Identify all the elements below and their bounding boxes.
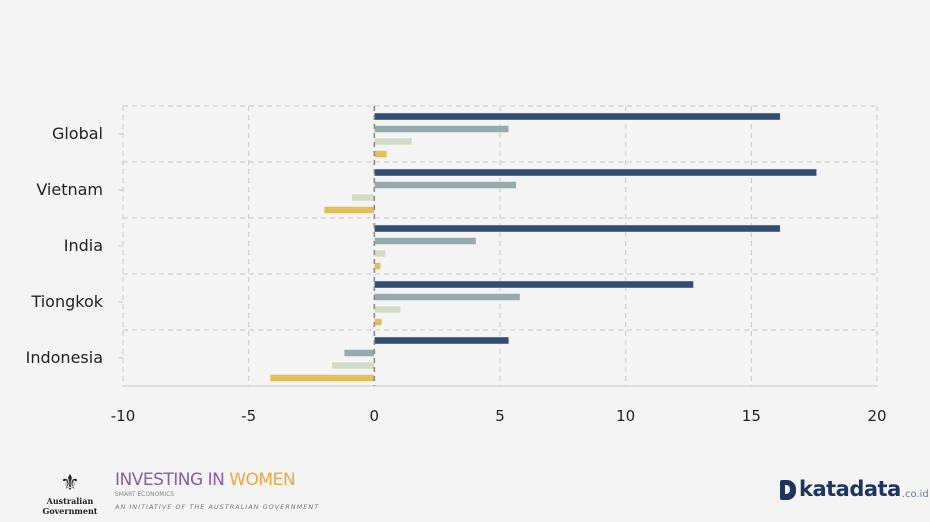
katadata-text: katadata	[799, 477, 901, 501]
x-tick-label: 0	[370, 407, 380, 425]
australian-government-text: Australian Government	[42, 496, 98, 516]
smart-economics-text: SMART ECONOMICS	[115, 491, 175, 498]
investing-text: INVESTING IN	[115, 470, 230, 490]
bar	[373, 318, 383, 326]
bar	[323, 206, 375, 214]
bar	[269, 374, 375, 382]
bar	[351, 193, 375, 202]
bar	[373, 168, 818, 177]
initiative-text: AN INITIATIVE OF THE AUSTRALIAN GOVERNME…	[115, 503, 320, 511]
katadata-logo: katadata .co.id	[780, 478, 929, 500]
bar	[373, 305, 402, 314]
bar	[373, 112, 781, 121]
x-tick-label: 15	[742, 407, 761, 425]
bar	[373, 150, 388, 158]
katadata-d-icon	[780, 480, 796, 500]
bar	[373, 125, 510, 133]
category-label: Global	[52, 124, 103, 143]
x-tick-label: 10	[616, 407, 635, 425]
bar	[373, 262, 382, 270]
bar	[331, 361, 375, 370]
x-tick-label: -10	[111, 407, 136, 425]
women-text: WOMEN	[229, 470, 296, 490]
investing-in-women-logo: INVESTING IN WOMEN SMART ECONOMICS AN IN…	[115, 470, 319, 511]
bar	[373, 181, 517, 189]
x-tick-label: 20	[867, 407, 886, 425]
x-tick-label: -5	[241, 407, 256, 425]
bar	[373, 336, 510, 345]
bar	[373, 280, 694, 289]
bar-chart: -10 -5 0 5 10 15 20 Global Vietnam India Tiongkok I…	[26, 105, 887, 425]
bar	[373, 249, 387, 258]
bar	[373, 293, 521, 301]
category-label: Tiongkok	[30, 292, 103, 311]
x-tick-label: 5	[495, 407, 505, 425]
category-label: India	[64, 236, 103, 255]
bar	[373, 237, 477, 245]
bar	[343, 349, 375, 357]
bar	[373, 224, 781, 233]
category-label: Vietnam	[36, 180, 103, 199]
category-label: Indonesia	[26, 348, 103, 367]
katadata-suffix: .co.id	[901, 489, 929, 500]
bar	[373, 137, 413, 146]
australian-government-logo: ⚜ Australian Government	[28, 471, 112, 517]
coat-of-arms-icon: ⚜	[60, 471, 80, 496]
